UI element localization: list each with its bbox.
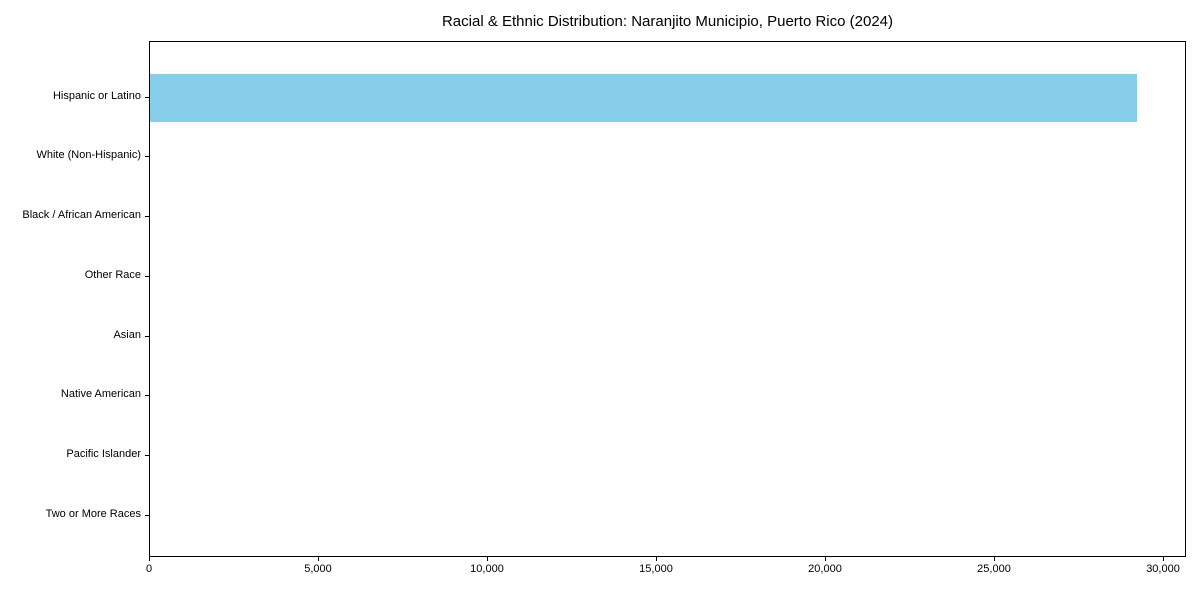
y-tick-mark xyxy=(145,335,149,337)
x-tick-mark xyxy=(656,557,657,561)
y-tick-label: Asian xyxy=(113,328,141,341)
y-tick-mark xyxy=(145,275,149,277)
x-tick-label: 5,000 xyxy=(304,563,332,575)
x-tick-label: 10,000 xyxy=(470,563,504,575)
x-tick-mark xyxy=(1163,557,1165,561)
y-tick-label: Two or More Races xyxy=(45,507,141,520)
y-tick-label: White (Non-Hispanic) xyxy=(36,149,141,162)
y-tick-mark xyxy=(145,216,149,218)
plot-area xyxy=(149,41,1186,557)
x-tick-label: 20,000 xyxy=(808,563,842,575)
y-tick-label: Native American xyxy=(60,388,141,401)
x-tick-mark xyxy=(318,557,319,561)
x-tick-mark xyxy=(994,557,995,561)
y-tick-label: Pacific Islander xyxy=(66,448,141,461)
x-tick-label: 30,000 xyxy=(1146,563,1180,575)
y-tick-mark xyxy=(145,156,149,158)
y-tick-mark xyxy=(145,96,149,98)
x-tick-mark xyxy=(487,557,488,561)
chart-title: Racial & Ethnic Distribution: Naranjito … xyxy=(441,13,894,30)
bar-hispanic-or-latino xyxy=(150,73,1137,122)
y-tick-label: Other Race xyxy=(84,268,141,281)
y-tick-mark xyxy=(145,395,149,397)
x-tick-mark xyxy=(149,557,150,561)
y-tick-label: Black / African American xyxy=(22,209,141,222)
y-tick-label: Hispanic or Latino xyxy=(52,89,141,102)
y-tick-mark xyxy=(145,514,149,516)
y-tick-mark xyxy=(145,455,149,457)
x-tick-label: 25,000 xyxy=(977,563,1011,575)
x-tick-mark xyxy=(825,557,826,561)
x-tick-label: 0 xyxy=(145,563,153,575)
x-tick-label: 15,000 xyxy=(639,563,673,575)
